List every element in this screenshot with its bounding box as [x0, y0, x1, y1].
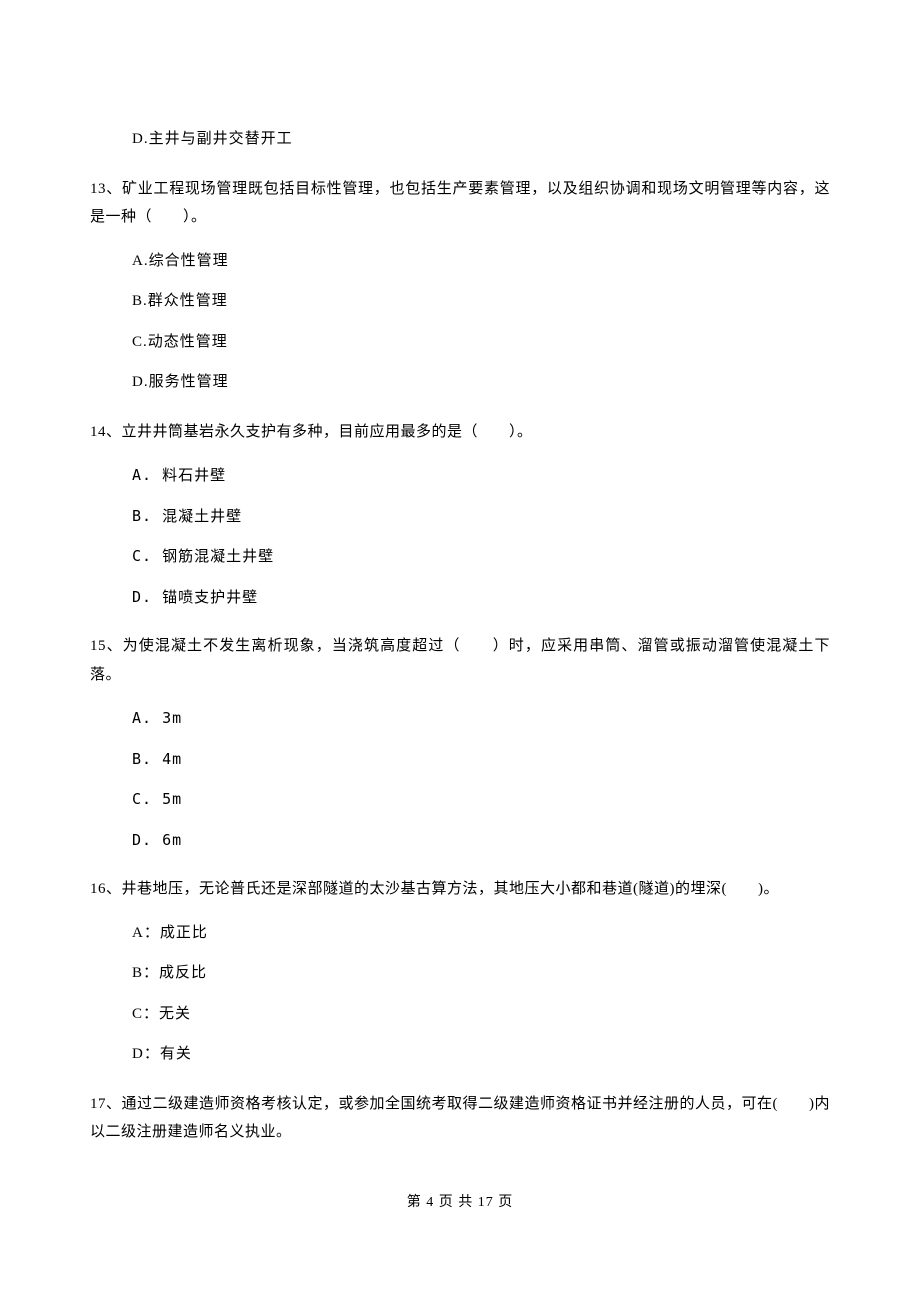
q12-option-d: D.主井与副井交替开工	[132, 128, 830, 151]
document-page: D.主井与副井交替开工 13、矿业工程现场管理既包括目标性管理，也包括生产要素管…	[0, 0, 920, 1253]
q14-option-b: B. 混凝土井壁	[132, 505, 830, 528]
q16-option-b: B：成反比	[132, 962, 830, 985]
q13-option-b: B.群众性管理	[132, 290, 830, 313]
q15-text: 15、为使混凝土不发生离析现象，当浇筑高度超过（ ）时，应采用串筒、溜管或振动溜…	[90, 632, 830, 689]
page-footer: 第 4 页 共 17 页	[90, 1192, 830, 1213]
q13-option-a: A.综合性管理	[132, 250, 830, 273]
q14-text: 14、立井井筒基岩永久支护有多种，目前应用最多的是（ ）。	[90, 418, 830, 447]
q15-option-a: A. 3m	[132, 707, 830, 730]
q13-option-d: D.服务性管理	[132, 371, 830, 394]
q17-text: 17、通过二级建造师资格考核认定，或参加全国统考取得二级建造师资格证书并经注册的…	[90, 1090, 830, 1147]
q13-option-c: C.动态性管理	[132, 331, 830, 354]
q13-text: 13、矿业工程现场管理既包括目标性管理，也包括生产要素管理，以及组织协调和现场文…	[90, 175, 830, 232]
q15-option-d: D. 6m	[132, 829, 830, 852]
q14-option-d: D. 锚喷支护井壁	[132, 586, 830, 609]
q16-option-c: C：无关	[132, 1003, 830, 1026]
q16-option-d: D：有关	[132, 1043, 830, 1066]
q15-option-b: B. 4m	[132, 748, 830, 771]
q14-option-a: A. 料石井壁	[132, 464, 830, 487]
q16-option-a: A：成正比	[132, 922, 830, 945]
q15-option-c: C. 5m	[132, 788, 830, 811]
q14-option-c: C. 钢筋混凝土井壁	[132, 545, 830, 568]
q16-text: 16、井巷地压，无论普氏还是深部隧道的太沙基古算方法，其地压大小都和巷道(隧道)…	[90, 875, 830, 904]
